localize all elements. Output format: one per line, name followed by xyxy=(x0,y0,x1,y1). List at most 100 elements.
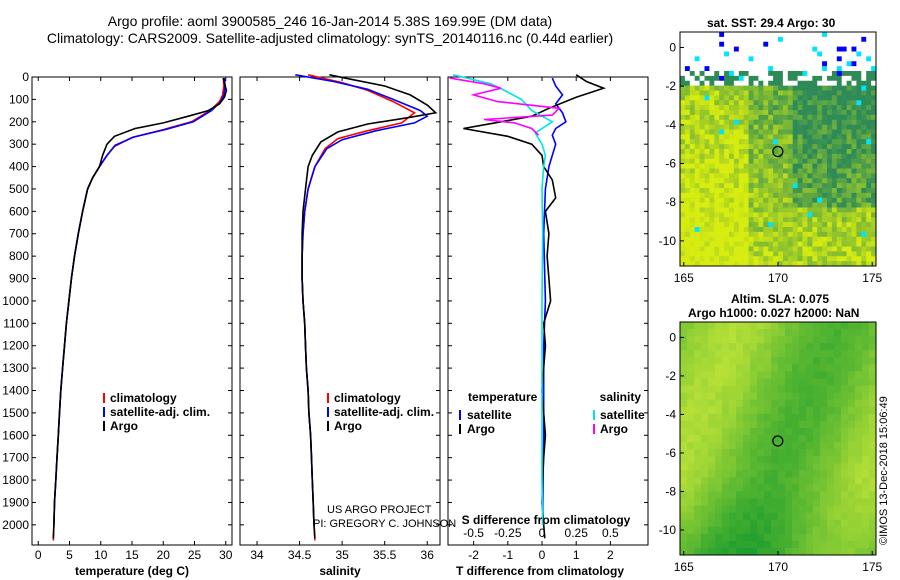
sla-map-cell xyxy=(778,442,786,450)
sst-map-cell xyxy=(709,144,715,150)
sst-map-cell xyxy=(797,212,803,218)
sst-map-cell xyxy=(709,197,715,204)
sst-map-cell xyxy=(748,207,754,213)
sst-map-cell xyxy=(836,75,843,82)
sla-map-cell xyxy=(757,505,765,514)
sst-map-cell xyxy=(802,163,808,169)
sst-map-cell xyxy=(812,114,818,121)
sst-map-cell xyxy=(763,95,769,101)
sst-map-cell xyxy=(768,85,774,91)
sla-map-cell xyxy=(862,406,870,415)
sla-map-cell xyxy=(785,378,793,386)
sst-map-cell xyxy=(817,129,823,135)
sst-map-cell xyxy=(689,66,696,72)
sst-map-cell xyxy=(827,207,833,213)
sla-map-cell xyxy=(729,392,737,401)
sst-map-cell xyxy=(753,66,759,72)
sst-map-cell xyxy=(753,246,759,252)
sla-map-cell xyxy=(757,392,765,401)
sst-map-cell xyxy=(743,144,749,150)
sst-map-cell xyxy=(827,168,833,174)
sst-map-cell xyxy=(768,61,774,67)
sst-map-cell xyxy=(743,46,749,52)
sst-map-cell xyxy=(836,66,843,72)
sla-map-cell xyxy=(743,371,751,379)
sst-map-cell xyxy=(871,61,877,67)
sst-map-cell xyxy=(822,36,828,43)
sst-map-cell xyxy=(856,158,862,165)
sla-map-cell xyxy=(771,456,779,464)
sla-map-cell xyxy=(680,533,688,542)
sla-map-cell xyxy=(869,540,877,549)
sst-map-cell xyxy=(778,207,784,213)
sst-map-cell xyxy=(724,207,730,213)
sla-map-cell xyxy=(771,371,779,379)
sst-map-cell xyxy=(699,90,705,96)
sst-map-cell xyxy=(684,231,691,238)
sst-map-cell xyxy=(802,251,808,257)
sst-map-cell xyxy=(773,173,779,179)
sst-map-cell xyxy=(812,139,818,145)
sla-map-cell xyxy=(813,420,821,429)
sla-map-cell xyxy=(757,413,765,422)
sla-map-cell xyxy=(855,371,863,379)
sst-map-cell xyxy=(822,217,828,223)
sst-map-cell xyxy=(729,110,735,116)
sla-map-cell xyxy=(701,484,709,492)
sst-map-cell xyxy=(738,153,745,160)
sst-map-cell xyxy=(748,75,754,82)
sla-map-cell xyxy=(771,343,779,351)
sst-map-cell xyxy=(861,75,867,82)
sst-map-cell xyxy=(680,51,686,57)
sla-map-cell xyxy=(806,406,814,415)
sst-map-cell xyxy=(812,100,818,106)
sst-map-cell xyxy=(768,246,774,252)
depth-tick-label: 0 xyxy=(22,70,29,84)
sst-map-cell xyxy=(768,236,774,243)
sst-map-cell xyxy=(851,36,857,43)
sla-map-cell xyxy=(848,526,856,535)
sst-map-cell xyxy=(724,241,730,247)
sla-map-cell xyxy=(848,449,856,457)
sst-map-cell xyxy=(792,207,798,213)
sst-map-cell xyxy=(709,80,715,87)
sla-map-cell xyxy=(729,491,737,499)
sla-map-cell xyxy=(694,406,702,415)
sst-map-cell xyxy=(729,236,735,243)
sla-map-cell xyxy=(792,336,800,344)
sla-map-cell xyxy=(715,371,723,379)
sst-map-cell xyxy=(748,56,754,62)
sla-map-cell xyxy=(764,343,772,351)
sst-map-cell xyxy=(861,56,867,62)
sst-map-cell xyxy=(787,231,794,238)
temperature-x-tick-label: 30 xyxy=(219,548,233,562)
sst-map-cell xyxy=(763,153,769,160)
sst-map-cell xyxy=(831,241,838,247)
sst-map-cell xyxy=(871,149,877,155)
sla-map-cell xyxy=(834,533,842,542)
sla-map-cell xyxy=(680,392,688,401)
sla-map-cell xyxy=(771,498,779,506)
sla-map-cell xyxy=(841,357,849,365)
sst-map-cell xyxy=(743,158,749,165)
sst-map-cell xyxy=(827,61,833,67)
sst-map-cell xyxy=(694,119,700,126)
sst-map-cell xyxy=(714,100,720,106)
sla-map-cell xyxy=(743,449,751,457)
sst-map-cell xyxy=(787,95,794,101)
sla-map-cell xyxy=(799,329,807,337)
sst-map-cell xyxy=(797,139,803,145)
sst-map-cell xyxy=(778,222,784,228)
sst-map-cell xyxy=(719,188,725,194)
sla-map-cell xyxy=(813,519,821,528)
sst-map-cell xyxy=(680,197,686,204)
sla-map-cell xyxy=(708,399,716,408)
sst-map-cell xyxy=(763,202,769,208)
sst-map-cell xyxy=(831,256,838,262)
sst-map-cell xyxy=(812,173,818,179)
sla-map-cell xyxy=(792,399,800,408)
sst-map-cell xyxy=(787,168,794,174)
sst-map-cell xyxy=(846,85,852,91)
sst-map-cell xyxy=(812,149,818,155)
sla-map-cell xyxy=(806,449,814,457)
